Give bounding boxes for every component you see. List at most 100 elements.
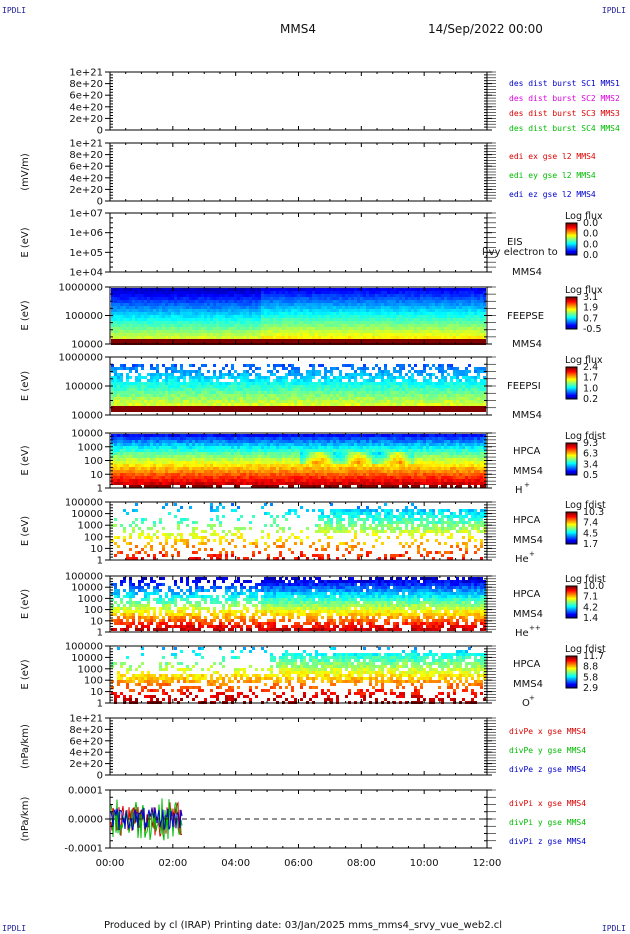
- heatmap-cell: [213, 397, 216, 400]
- heatmap-cell: [285, 330, 288, 333]
- heatmap-cell: [438, 388, 441, 391]
- heatmap-cell: [444, 437, 447, 440]
- y-tick-label: 1000000: [58, 353, 103, 364]
- heatmap-cell: [423, 318, 426, 321]
- heatmap-cell: [387, 379, 390, 382]
- heatmap-cell: [450, 303, 453, 306]
- legend-entry: edi ex gse l2 MMS4: [509, 152, 596, 161]
- colorbar-cell: [566, 396, 577, 398]
- heatmap-cell: [348, 294, 351, 297]
- heatmap-cell: [147, 434, 150, 437]
- heatmap-cell: [468, 376, 471, 379]
- heatmap-cell: [180, 318, 183, 321]
- heatmap-cell: [111, 306, 114, 309]
- heatmap-cell: [393, 306, 396, 309]
- heatmap-cell: [294, 297, 297, 300]
- heatmap-cell: [213, 382, 216, 385]
- heatmap-cell: [348, 364, 351, 367]
- heatmap-cell: [483, 397, 486, 400]
- heatmap-cell: [273, 300, 276, 303]
- heatmap-cell: [228, 327, 231, 330]
- colorbar-cell: [566, 318, 577, 320]
- heatmap-cell: [297, 291, 300, 294]
- heatmap-cell: [474, 321, 477, 324]
- heatmap-cell: [462, 388, 465, 391]
- heatmap-cell: [120, 364, 123, 367]
- heatmap-cell: [231, 403, 234, 406]
- heatmap-cell: [180, 406, 183, 409]
- heatmap-cell: [252, 364, 255, 367]
- heatmap-cell: [285, 324, 288, 327]
- heatmap-cell: [297, 388, 300, 391]
- heatmap-cell: [225, 339, 228, 342]
- heatmap-cell: [408, 288, 411, 291]
- heatmap-cell: [381, 382, 384, 385]
- heatmap-cell: [315, 324, 318, 327]
- heatmap-cell: [219, 391, 222, 394]
- heatmap-cell: [144, 336, 147, 339]
- heatmap-cell: [249, 312, 252, 315]
- heatmap-cell: [282, 333, 285, 336]
- heatmap-cell: [234, 294, 237, 297]
- heatmap-cell: [117, 409, 120, 412]
- heatmap-cell: [372, 324, 375, 327]
- heatmap-cell: [447, 306, 450, 309]
- heatmap-cell: [177, 288, 180, 291]
- heatmap-cell: [117, 394, 120, 397]
- heatmap-cell: [447, 336, 450, 339]
- heatmap-cell: [450, 297, 453, 300]
- heatmap-cell: [216, 376, 219, 379]
- heatmap-cell: [174, 394, 177, 397]
- heatmap-cell: [183, 403, 186, 406]
- heatmap-cell: [333, 312, 336, 315]
- heatmap-cell: [375, 312, 378, 315]
- heatmap-cell: [423, 400, 426, 403]
- heatmap-cell: [270, 434, 273, 437]
- heatmap-cell: [414, 379, 417, 382]
- heatmap-cell: [288, 294, 291, 297]
- heatmap-cell: [315, 294, 318, 297]
- heatmap-cell: [198, 327, 201, 330]
- heatmap-cell: [438, 333, 441, 336]
- heatmap-cell: [372, 397, 375, 400]
- heatmap-cell: [195, 391, 198, 394]
- heatmap-cell: [447, 373, 450, 376]
- panel-frame: [109, 71, 488, 131]
- heatmap-cell: [423, 370, 426, 373]
- heatmap-cell: [135, 291, 138, 294]
- heatmap-cell: [270, 333, 273, 336]
- heatmap-cell: [369, 288, 372, 291]
- heatmap-cell: [111, 288, 114, 291]
- heatmap-cell: [351, 324, 354, 327]
- heatmap-cell: [339, 315, 342, 318]
- heatmap-cell: [327, 303, 330, 306]
- heatmap-cell: [429, 300, 432, 303]
- heatmap-cell: [138, 406, 141, 409]
- heatmap-cell: [441, 391, 444, 394]
- heatmap-cell: [342, 309, 345, 312]
- heatmap-cell: [267, 303, 270, 306]
- heatmap-cell: [471, 400, 474, 403]
- heatmap-cell: [171, 367, 174, 370]
- heatmap-cell: [369, 394, 372, 397]
- heatmap-cell: [216, 403, 219, 406]
- heatmap-cell: [444, 312, 447, 315]
- heatmap-cell: [429, 388, 432, 391]
- heatmap-cell: [390, 339, 393, 342]
- heatmap-cell: [369, 376, 372, 379]
- heatmap-cell: [201, 382, 204, 385]
- heatmap-cell: [438, 288, 441, 291]
- heatmap-cell: [444, 291, 447, 294]
- heatmap-cell: [123, 388, 126, 391]
- heatmap-cell: [300, 324, 303, 327]
- heatmap-cell: [363, 294, 366, 297]
- heatmap-cell: [201, 403, 204, 406]
- heatmap-cell: [453, 397, 456, 400]
- heatmap-cell: [225, 397, 228, 400]
- heatmap-cell: [123, 367, 126, 370]
- heatmap-cell: [345, 364, 348, 367]
- heatmap-cell: [420, 397, 423, 400]
- heatmap-cell: [477, 330, 480, 333]
- heatmap-cell: [195, 379, 198, 382]
- heatmap-cell: [267, 318, 270, 321]
